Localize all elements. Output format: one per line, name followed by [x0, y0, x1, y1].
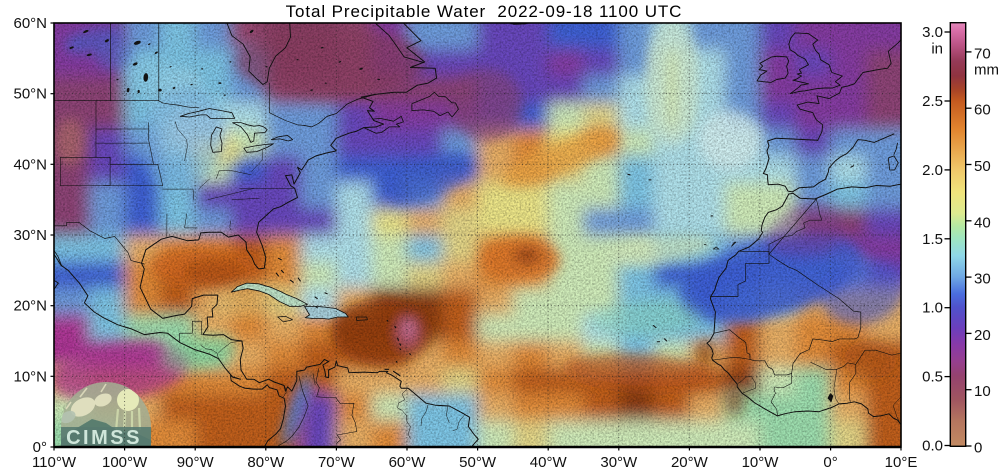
svg-text:2.0: 2.0: [922, 162, 943, 179]
svg-text:60: 60: [974, 102, 991, 119]
svg-text:mm: mm: [974, 62, 999, 79]
svg-text:60°W: 60°W: [389, 454, 427, 470]
svg-text:20°N: 20°N: [13, 298, 47, 315]
svg-text:1.0: 1.0: [922, 300, 943, 317]
svg-text:0.0: 0.0: [922, 438, 943, 455]
svg-text:30°N: 30°N: [13, 227, 47, 244]
svg-text:50°W: 50°W: [459, 454, 497, 470]
svg-text:in: in: [931, 41, 943, 58]
svg-text:10°N: 10°N: [13, 368, 47, 385]
svg-text:2.5: 2.5: [922, 93, 943, 110]
svg-text:Total Precipitable Water 2022: Total Precipitable Water 2022-09-18 1100…: [286, 2, 683, 21]
svg-text:0°: 0°: [33, 439, 47, 456]
svg-text:20: 20: [974, 327, 991, 344]
svg-text:10°W: 10°W: [742, 454, 780, 470]
svg-text:1.5: 1.5: [922, 231, 943, 248]
svg-text:CIMSS: CIMSS: [66, 427, 142, 449]
svg-text:60°N: 60°N: [13, 15, 47, 32]
svg-text:30: 30: [974, 271, 991, 288]
svg-text:50: 50: [974, 158, 991, 175]
svg-text:110°W: 110°W: [32, 454, 77, 470]
svg-text:30°W: 30°W: [600, 454, 638, 470]
svg-text:3.0: 3.0: [922, 24, 943, 41]
svg-text:70°W: 70°W: [318, 454, 356, 470]
svg-text:100°W: 100°W: [102, 454, 148, 470]
svg-text:20°W: 20°W: [671, 454, 709, 470]
svg-text:80°W: 80°W: [247, 454, 285, 470]
svg-text:0.5: 0.5: [922, 369, 943, 386]
svg-text:70: 70: [974, 45, 991, 62]
svg-text:10°E: 10°E: [885, 454, 918, 470]
svg-text:40°W: 40°W: [530, 454, 568, 470]
svg-text:90°W: 90°W: [177, 454, 215, 470]
svg-text:0°: 0°: [823, 454, 837, 470]
svg-text:50°N: 50°N: [13, 86, 47, 103]
svg-text:40°N: 40°N: [13, 156, 47, 173]
svg-text:0: 0: [974, 440, 982, 457]
svg-text:10: 10: [974, 383, 991, 400]
svg-text:40: 40: [974, 214, 991, 231]
